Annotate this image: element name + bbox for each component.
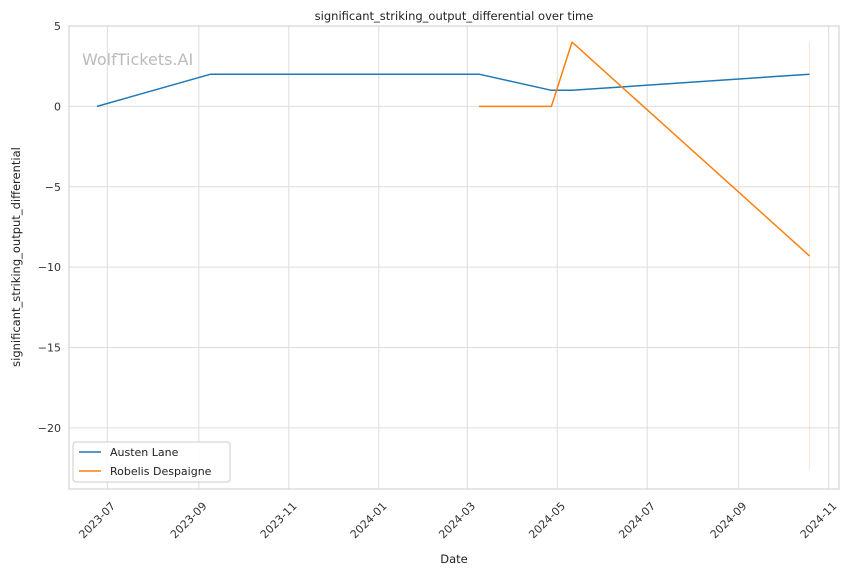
series-line-austen-lane <box>96 73 810 108</box>
series-line-robelis-despaigne <box>479 41 811 257</box>
x-tick-label: 2023-11 <box>258 500 300 542</box>
y-tick-label: −20 <box>38 422 61 435</box>
chart-title: significant_striking_output_differential… <box>315 9 594 23</box>
grid <box>69 25 839 489</box>
legend-box <box>72 441 231 483</box>
y-axis-label: significant_striking_output_differential <box>9 147 23 367</box>
x-axis-ticks: 2023-07 2023-09 2023-11 2024-01 2024-03 2024-… <box>76 500 839 542</box>
legend-label-robelis-despaigne: Robelis Despaigne <box>110 465 212 478</box>
watermark-text: WolfTickets.AI <box>82 50 193 69</box>
y-tick-label: −15 <box>38 342 61 355</box>
y-tick-label: 5 <box>54 20 61 33</box>
plot-frame <box>68 25 840 490</box>
legend: Austen Lane Robelis Despaigne <box>72 441 231 483</box>
y-axis-ticks: 5 0 −5 −10 −15 −20 <box>38 20 61 435</box>
x-tick-label: 2024-09 <box>708 500 750 542</box>
y-tick-label: −10 <box>38 261 61 274</box>
x-tick-label: 2024-05 <box>526 500 568 542</box>
x-tick-label: 2024-07 <box>616 500 658 542</box>
y-tick-label: −5 <box>45 181 61 194</box>
legend-label-austen-lane: Austen Lane <box>110 446 179 459</box>
x-tick-label: 2023-07 <box>76 500 118 542</box>
x-axis-label: Date <box>440 552 468 566</box>
x-tick-label: 2023-09 <box>168 500 210 542</box>
x-tick-label: 2024-03 <box>436 500 478 542</box>
series-layer <box>96 41 811 257</box>
x-tick-label: 2024-01 <box>348 500 390 542</box>
x-tick-label: 2024-11 <box>798 500 840 542</box>
y-tick-label: 0 <box>54 100 61 113</box>
